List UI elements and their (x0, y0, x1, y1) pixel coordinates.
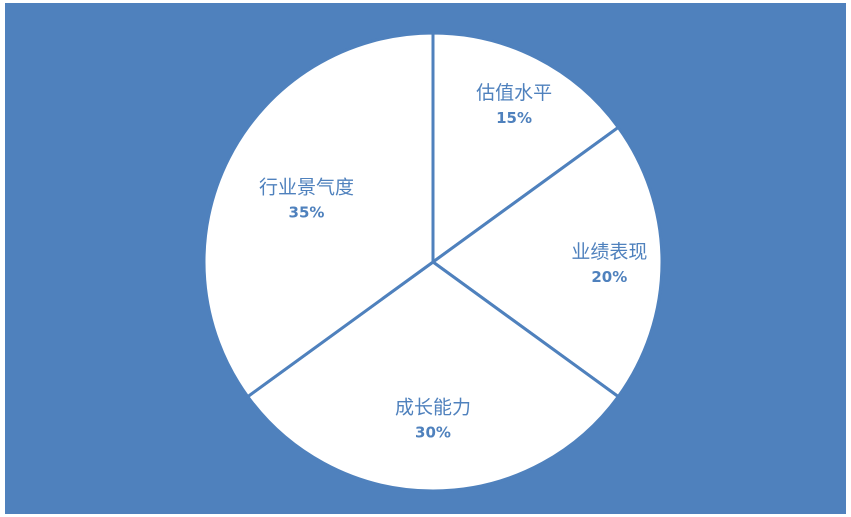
pie-slices (202, 31, 664, 493)
slice-label-performance: 业绩表现 (571, 241, 647, 263)
pie-slice-valuation (431, 31, 620, 264)
pie-slice-performance (431, 125, 664, 399)
slice-label-valuation: 估值水平 (476, 82, 552, 104)
slice-percent-performance: 20% (591, 268, 627, 286)
slice-percent-growth: 30% (415, 424, 451, 442)
slice-percent-industry: 35% (289, 204, 325, 222)
pie-slice-growth (246, 260, 620, 493)
slice-percent-valuation: 15% (496, 109, 532, 127)
pie-labels: 估值水平 15% 业绩表现 20% 成长能力 30% 行业景气度 35% (259, 82, 647, 442)
slice-label-industry: 行业景气度 (259, 177, 354, 199)
slice-label-growth: 成长能力 (395, 397, 471, 419)
pie-slice-industry (202, 31, 435, 399)
